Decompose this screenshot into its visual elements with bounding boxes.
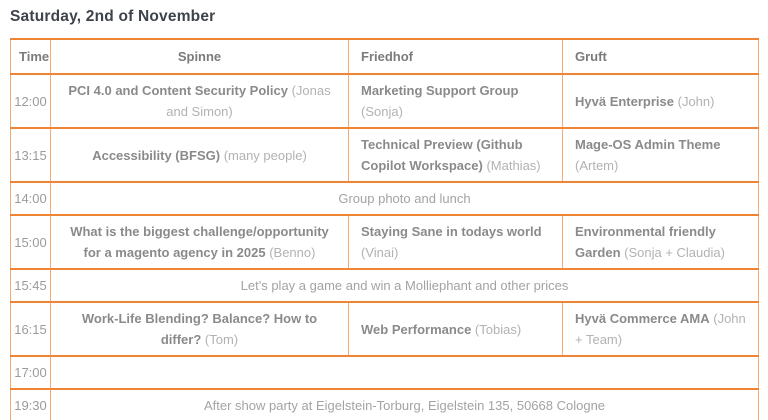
session-speaker: (John + Team): [575, 311, 746, 347]
session-title: What is the biggest challenge/opportunit…: [70, 224, 329, 260]
session-speaker: (Vinai): [361, 245, 399, 260]
session-title: PCI 4.0 and Content Security Policy: [68, 83, 288, 98]
session-speaker: (Sonja + Claudia): [620, 245, 725, 260]
session-cell: Environmental friendly Garden (Sonja + C…: [562, 214, 759, 270]
session-speaker: (John): [674, 93, 715, 109]
session-title: Hyvä Enterprise: [575, 93, 674, 109]
session-speaker: (Benno): [265, 245, 316, 260]
session-cell: Work-Life Blending? Balance? How to diff…: [50, 301, 349, 357]
table-row: 16:15 Work-Life Blending? Balance? How to…: [10, 301, 759, 357]
page-title: Saturday, 2nd of November: [10, 8, 216, 25]
session-cell: Technical Preview (Github Copilot Worksp…: [348, 127, 563, 183]
header-row: Time Spinne Friedhof Gruft: [10, 38, 759, 75]
table-row: 13:15 Accessibility (BFSG) (many people) T…: [10, 127, 759, 183]
session-title: Mage-OS Admin Theme: [575, 137, 721, 152]
session-cell: Mage-OS Admin Theme (Artem): [562, 127, 759, 183]
session-title: Web Performance: [361, 321, 472, 337]
session-title: Hyvä Commerce AMA: [575, 311, 710, 326]
time-cell: 16:15: [10, 301, 51, 357]
session-cell: Hyvä Commerce AMA (John + Team): [562, 301, 759, 357]
session-title: Work-Life Blending? Balance? How to diff…: [81, 311, 318, 347]
session-cell: Web Performance (Tobias): [348, 301, 563, 357]
time-cell: 17:00: [10, 355, 51, 390]
merged-event-cell: After show party at Eigelstein-Torburg, …: [50, 388, 759, 420]
session-cell: What is the biggest challenge/opportunit…: [50, 214, 349, 270]
column-header-gruft: Gruft: [562, 38, 759, 75]
session-speaker: (Mathias): [482, 158, 541, 173]
session-cell: Staying Sane in todays world (Vinai): [348, 214, 563, 270]
time-cell: 13:15: [10, 127, 51, 183]
merged-event-cell: Group photo and lunch: [50, 181, 759, 216]
session-speaker: (Artem): [575, 158, 619, 173]
session-speaker: (many people): [220, 147, 307, 163]
table-row: 12:00 PCI 4.0 and Content Security Policy…: [10, 73, 759, 129]
session-title: Staying Sane in todays world: [361, 224, 542, 239]
column-header-friedhof: Friedhof: [348, 38, 563, 75]
column-header-time: Time: [10, 38, 51, 75]
session-speaker: (Tobias): [471, 321, 522, 337]
merged-event-cell: Let's play a game and win a Molliephant …: [50, 268, 759, 303]
session-cell: Hyvä Enterprise (John): [562, 73, 759, 129]
session-speaker: (Sonja): [361, 104, 403, 119]
table-row: 14:00 Group photo and lunch: [10, 181, 759, 216]
table-row: 19:30 After show party at Eigelstein-Torb…: [10, 388, 759, 420]
time-cell: 19:30: [10, 388, 51, 420]
session-title: Accessibility (BFSG): [92, 147, 221, 163]
session-title: Environmental friendly Garden: [575, 224, 716, 260]
session-speaker: (Tom): [201, 332, 239, 347]
time-cell: 12:00: [10, 73, 51, 129]
time-cell: 14:00: [10, 181, 51, 216]
merged-event-cell: [50, 355, 759, 390]
session-speaker: (Jonas and Simon): [166, 83, 331, 119]
time-cell: 15:45: [10, 268, 51, 303]
table-row: 17:00: [10, 355, 759, 390]
schedule-body: 12:00 PCI 4.0 and Content Security Policy…: [10, 73, 759, 420]
schedule-table: Time Spinne Friedhof Gruft 12:00 PCI 4.0 …: [10, 38, 759, 420]
session-cell: Marketing Support Group (Sonja): [348, 73, 563, 129]
table-row: 15:45 Let's play a game and win a Molliep…: [10, 268, 759, 303]
session-cell: Accessibility (BFSG) (many people): [50, 127, 349, 183]
table-row: 15:00 What is the biggest challenge/oppor…: [10, 214, 759, 270]
session-title: Marketing Support Group: [361, 83, 519, 98]
time-cell: 15:00: [10, 214, 51, 270]
column-header-spinne: Spinne: [50, 38, 349, 75]
session-title: Technical Preview (Github Copilot Worksp…: [361, 137, 523, 173]
session-cell: PCI 4.0 and Content Security Policy (Jon…: [50, 73, 349, 129]
